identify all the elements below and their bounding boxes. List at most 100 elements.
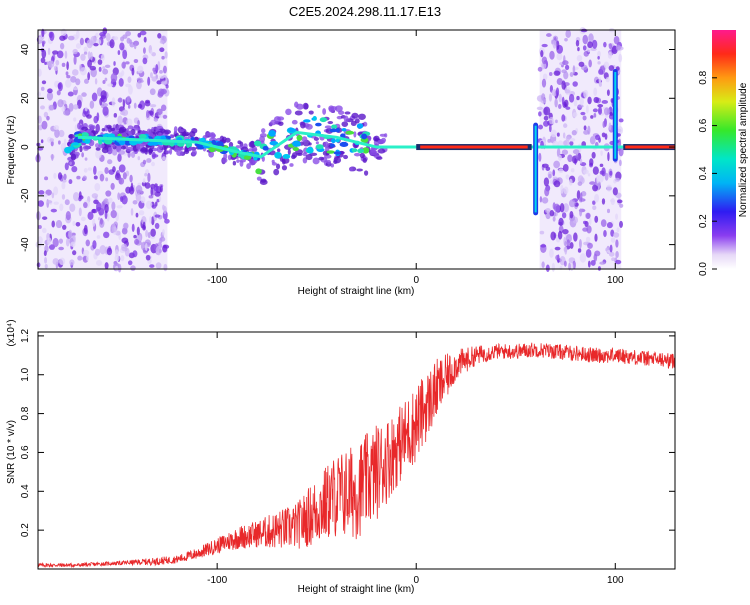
spectrogram-frame bbox=[37, 29, 676, 270]
noise-speck bbox=[130, 151, 136, 158]
noise-speck bbox=[118, 77, 124, 87]
noise-speck bbox=[43, 250, 47, 257]
noise-speck bbox=[589, 181, 596, 185]
noise-speck bbox=[44, 263, 48, 269]
noise-speck bbox=[541, 43, 548, 48]
signal-speck bbox=[273, 168, 280, 176]
signal-speck bbox=[176, 147, 185, 151]
noise-speck bbox=[36, 262, 41, 268]
noise-speck bbox=[105, 33, 111, 42]
noise-speck bbox=[56, 90, 61, 96]
signal-speck bbox=[181, 131, 190, 137]
noise-speck bbox=[117, 153, 122, 162]
noise-speck bbox=[71, 69, 79, 76]
noise-speck bbox=[614, 177, 620, 182]
noise-speck bbox=[131, 223, 135, 233]
noise-speck bbox=[40, 86, 45, 91]
noise-speck bbox=[99, 244, 107, 255]
noise-speck bbox=[594, 193, 600, 203]
noise-speck bbox=[58, 129, 65, 138]
noise-speck bbox=[84, 78, 89, 84]
signal-speck bbox=[370, 147, 376, 153]
signal-speck bbox=[148, 148, 153, 154]
noise-speck bbox=[554, 246, 561, 251]
colorbar-tick-label: 0.0 bbox=[698, 262, 709, 276]
noise-speck bbox=[561, 149, 569, 155]
noise-speck bbox=[99, 173, 105, 182]
noise-speck bbox=[567, 154, 573, 163]
noise-speck bbox=[147, 231, 151, 239]
noise-speck bbox=[72, 220, 76, 227]
signal-speck bbox=[351, 112, 359, 119]
noise-speck bbox=[87, 72, 91, 81]
noise-speck bbox=[543, 106, 551, 116]
signal-blob bbox=[315, 122, 322, 127]
signal-speck bbox=[285, 108, 292, 116]
noise-speck bbox=[89, 65, 97, 71]
noise-speck bbox=[598, 106, 603, 115]
noise-speck bbox=[53, 125, 60, 131]
noise-speck bbox=[564, 245, 568, 255]
noise-speck bbox=[113, 113, 118, 118]
noise-speck bbox=[83, 249, 90, 256]
noise-speck bbox=[121, 243, 128, 252]
signal-speck bbox=[146, 128, 152, 134]
noise-speck bbox=[606, 208, 611, 214]
noise-speck bbox=[105, 190, 112, 197]
noise-speck bbox=[601, 132, 606, 138]
noise-speck bbox=[110, 182, 115, 190]
noise-speck bbox=[607, 51, 613, 59]
noise-speck bbox=[94, 143, 100, 148]
noise-speck bbox=[538, 111, 542, 117]
noise-speck bbox=[146, 109, 150, 119]
noise-speck bbox=[61, 62, 66, 67]
signal-speck bbox=[302, 102, 309, 110]
noise-speck bbox=[161, 80, 168, 85]
signal-blob bbox=[107, 133, 116, 139]
signal-speck bbox=[313, 137, 319, 141]
noise-speck bbox=[118, 150, 126, 155]
noise-speck bbox=[585, 105, 589, 114]
noise-speck bbox=[566, 239, 570, 247]
signal-speck bbox=[260, 178, 267, 183]
noise-speck bbox=[610, 237, 616, 243]
noise-speck bbox=[578, 239, 582, 249]
noise-speck bbox=[76, 175, 81, 180]
noise-speck bbox=[594, 250, 601, 257]
signal-speck bbox=[120, 145, 126, 150]
noise-speck bbox=[52, 258, 60, 265]
noise-speck bbox=[145, 254, 151, 261]
signal-blob bbox=[138, 134, 147, 139]
spectrogram-y-axis-label: Frequency (Hz) bbox=[6, 116, 17, 185]
noise-speck bbox=[619, 203, 624, 208]
signal-speck bbox=[176, 150, 184, 157]
noise-speck bbox=[598, 137, 601, 143]
noise-speck bbox=[72, 191, 80, 202]
noise-speck bbox=[580, 111, 586, 116]
noise-speck bbox=[82, 175, 87, 181]
noise-speck bbox=[112, 166, 116, 173]
noise-speck bbox=[597, 104, 604, 108]
noise-speck bbox=[599, 163, 604, 168]
signal-speck bbox=[356, 168, 363, 172]
noise-speck bbox=[145, 229, 149, 238]
noise-speck bbox=[606, 184, 612, 192]
noise-speck bbox=[142, 221, 146, 230]
signal-speck bbox=[110, 127, 116, 132]
noise-speck bbox=[608, 122, 612, 131]
noise-speck bbox=[51, 192, 55, 199]
noise-speck bbox=[556, 52, 563, 61]
noise-speck bbox=[91, 208, 96, 214]
signal-speck bbox=[276, 148, 281, 153]
noise-speck bbox=[607, 151, 610, 162]
noise-speck bbox=[563, 71, 569, 80]
noise-speck bbox=[556, 40, 560, 50]
noise-speck bbox=[565, 136, 571, 141]
transition-spike-core-0 bbox=[534, 125, 537, 213]
noise-speck bbox=[564, 38, 568, 42]
noise-speck bbox=[120, 255, 125, 262]
noise-speck bbox=[557, 230, 563, 240]
noise-speck bbox=[591, 151, 596, 159]
noise-speck bbox=[58, 246, 65, 251]
noise-speck bbox=[610, 197, 615, 206]
